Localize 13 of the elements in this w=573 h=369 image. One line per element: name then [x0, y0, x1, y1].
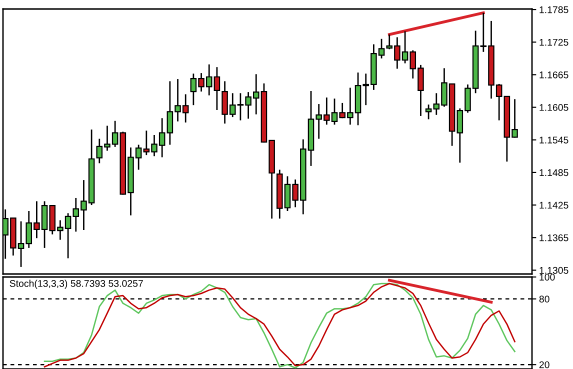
y-tick-label: 1.1365 — [540, 234, 568, 242]
y-tick-label: 100 — [540, 274, 555, 281]
y-tick-label: 1.1605 — [540, 104, 568, 111]
y-tick-label: 1.1725 — [540, 38, 568, 46]
y-tick-label: 1.1545 — [540, 136, 568, 144]
y-tick-label: 1.1485 — [540, 169, 568, 176]
y-tick-label: 1.1425 — [540, 202, 568, 209]
y-tick-label: 80 — [539, 296, 550, 303]
y-tick-label: 1.1785 — [540, 6, 568, 14]
chart-title: Stoch(13,3,3) 58.7393 53.0257 — [10, 280, 143, 289]
y-tick-label: 20 — [539, 361, 550, 368]
y-tick-label: 1.1665 — [540, 71, 568, 78]
y-tick-label: 1.1305 — [540, 266, 568, 274]
